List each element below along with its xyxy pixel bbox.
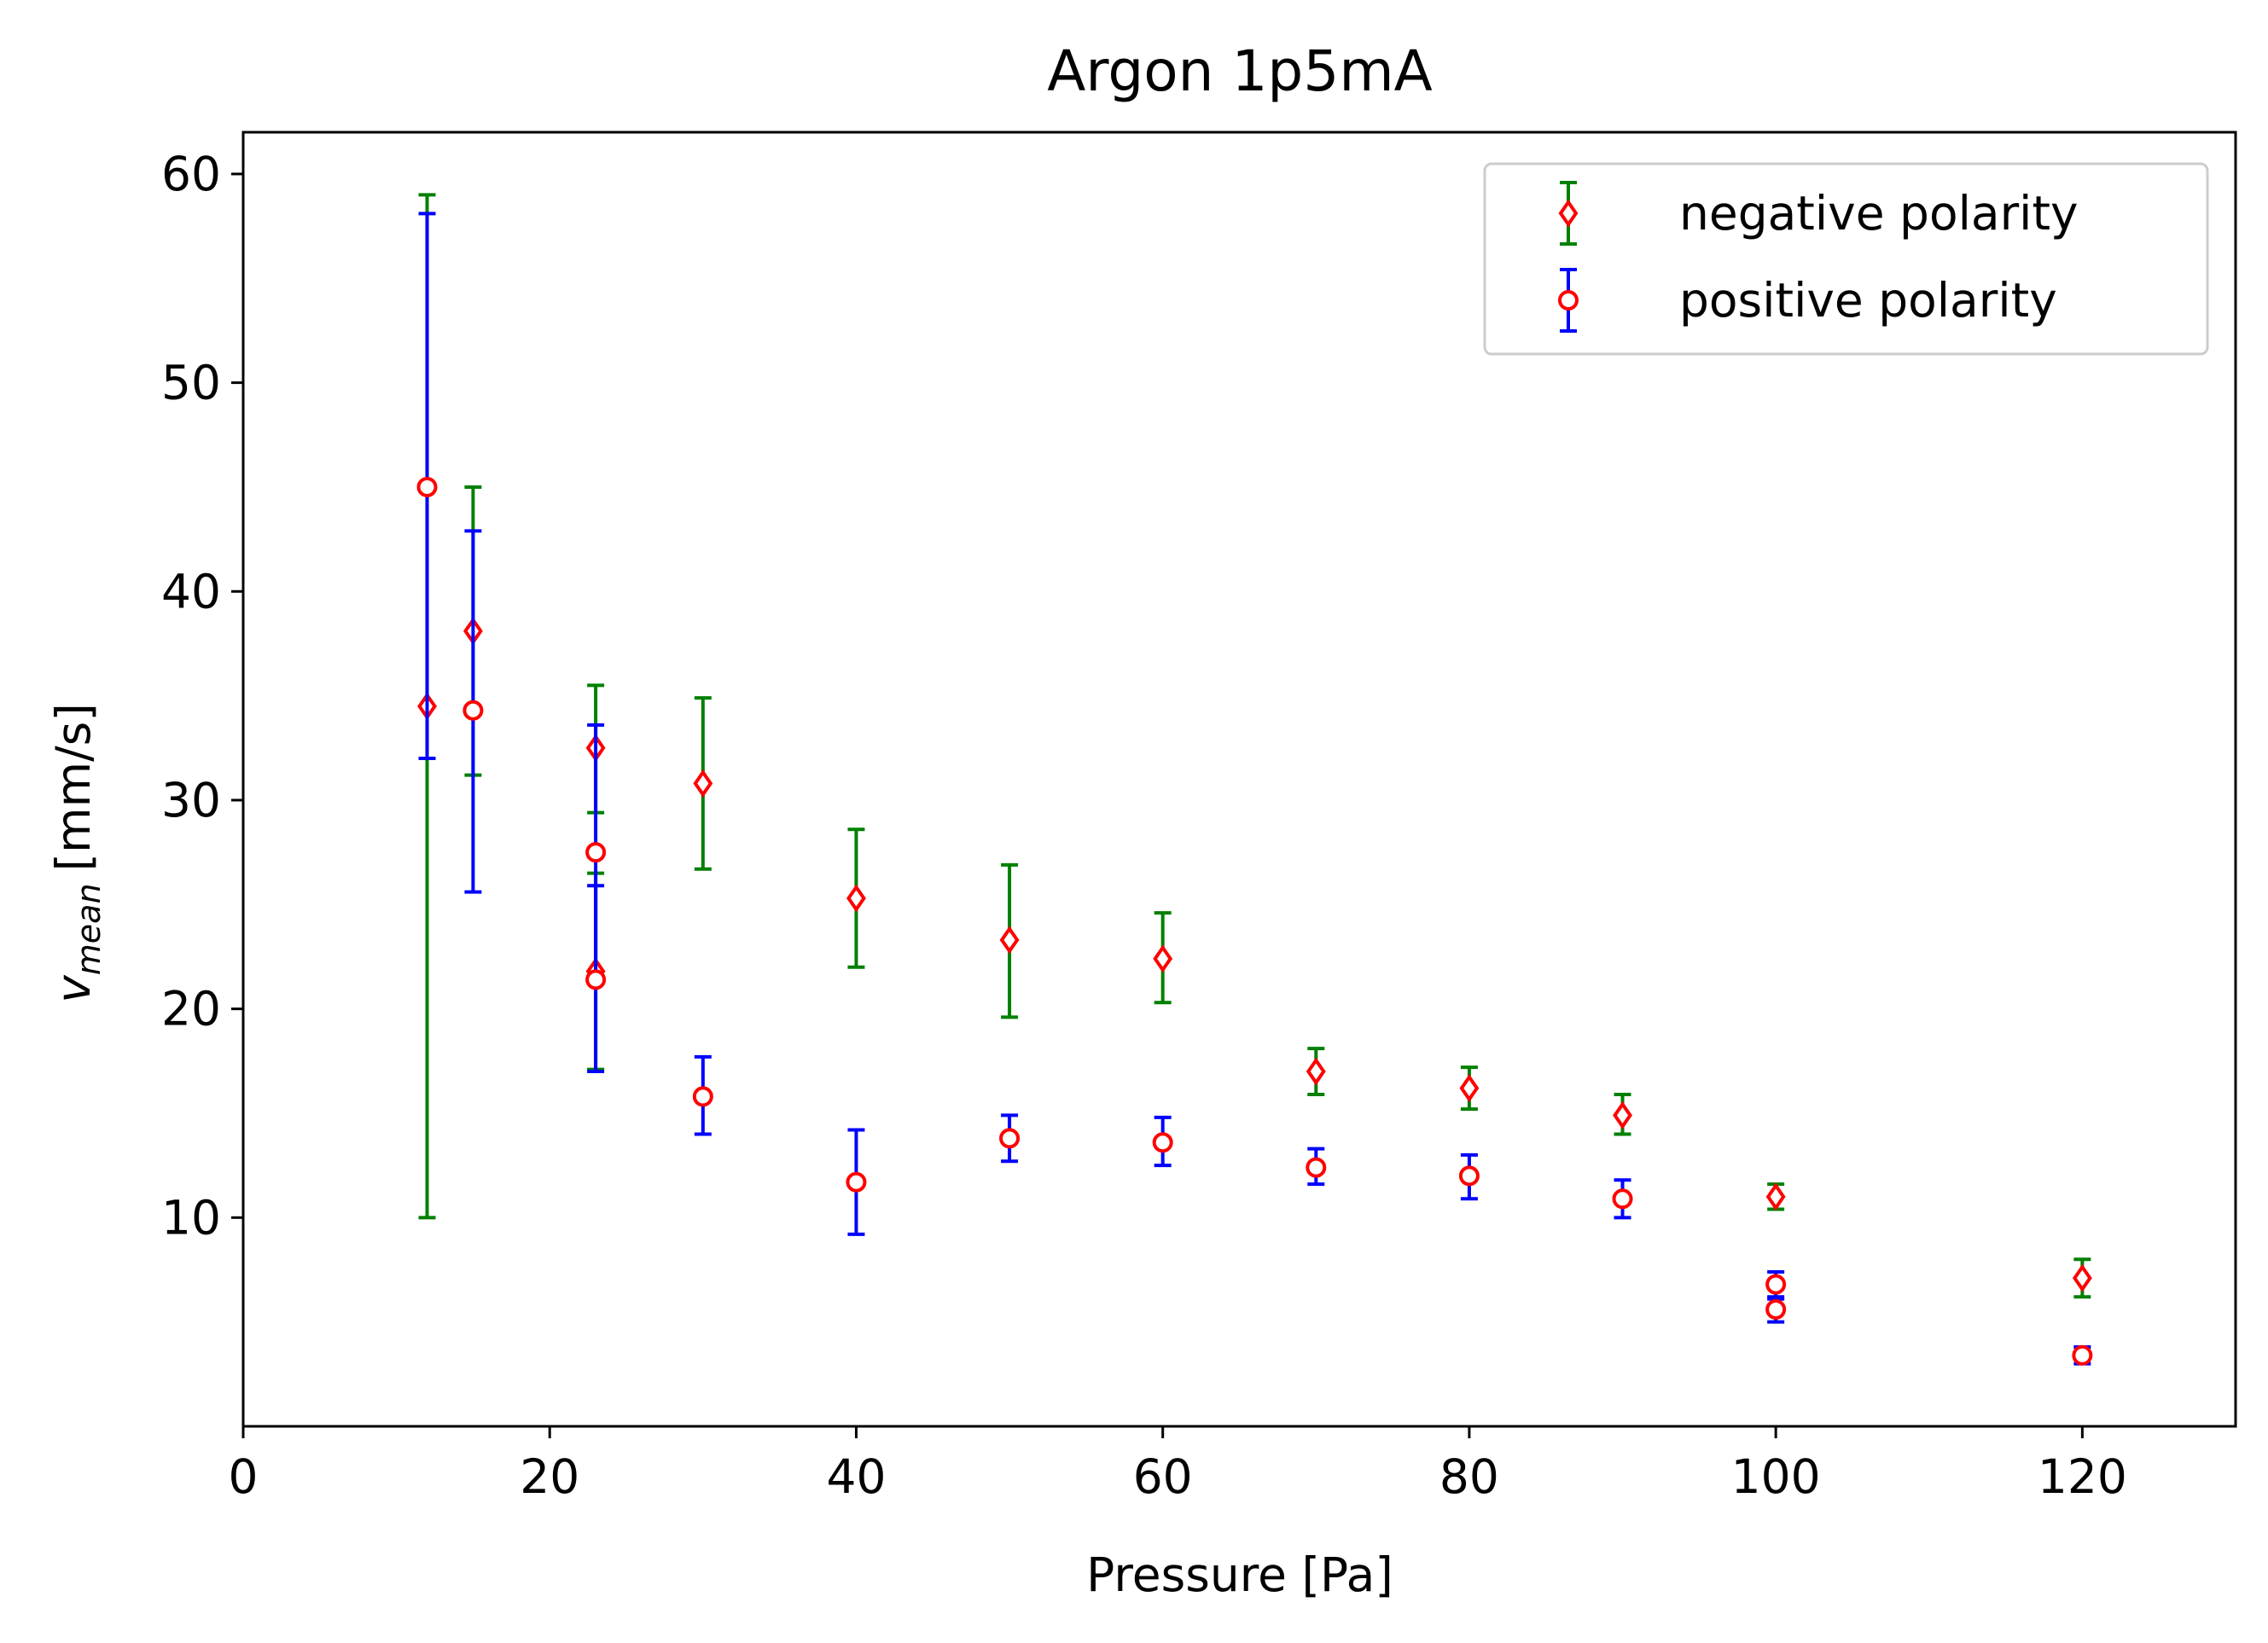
x-tick-label: 120 [2038,1449,2127,1504]
x-tick-label: 100 [1731,1449,1821,1504]
data-point [1306,1057,1326,1086]
data-point [1765,1298,1787,1320]
y-tick-label: 30 [161,773,221,827]
x-axis: 0 20 40 60 80 100 120 [229,1426,2127,1504]
series-positive-polarity [416,212,2093,1366]
data-point [2072,1263,2092,1292]
legend-frame [1483,162,2209,356]
legend-label: positive polarity [1679,273,2057,328]
data-point [1765,1274,1787,1295]
data-point [999,926,1020,955]
y-tick-label: 50 [161,356,221,410]
chart-title: Argon 1p5mA [1047,38,1433,104]
legend-marker [1558,199,1579,228]
legend: negative polarity positive polarity [1483,162,2209,356]
data-point [416,476,438,497]
plot-frame [241,131,2237,1428]
plot-marks [416,193,2093,1366]
legend-item: negative polarity [1558,181,2079,246]
data-point [2072,1344,2093,1366]
y-axis-label-unit: [mm/s] [46,703,101,871]
data-point [1153,944,1173,973]
y-axis-label-subscript: mean [70,883,108,975]
data-point [1612,1188,1633,1210]
data-point [1306,1157,1327,1178]
y-tick-label: 20 [161,982,221,1036]
data-point [462,700,484,721]
legend-marker [1558,290,1579,311]
y-axis-label-symbol: v [46,974,101,1003]
legend-label: negative polarity [1679,186,2079,241]
x-axis-label: Pressure [Pa] [1086,1547,1393,1602]
data-point [693,769,713,798]
y-axis-label: vmean [mm/s] [46,703,108,1003]
data-point [846,1171,867,1193]
data-point [999,1128,1021,1149]
data-point [585,842,607,863]
data-point [1458,1165,1480,1187]
x-tick-label: 80 [1439,1449,1499,1504]
y-tick-label: 40 [161,564,221,618]
legend-item: positive polarity [1558,268,2057,333]
data-point [1765,1182,1786,1211]
y-axis: 10 20 30 40 50 60 [161,147,243,1245]
data-point [585,969,607,990]
y-tick-label: 10 [161,1190,221,1245]
data-point [846,884,866,913]
data-point [1459,1074,1480,1103]
x-tick-label: 60 [1133,1449,1193,1504]
data-point [692,1086,713,1107]
x-tick-label: 40 [826,1449,886,1504]
data-point [1152,1132,1173,1153]
x-tick-label: 20 [520,1449,579,1504]
y-tick-label: 60 [161,147,221,201]
x-tick-label: 0 [229,1449,259,1504]
data-point [1613,1100,1632,1129]
